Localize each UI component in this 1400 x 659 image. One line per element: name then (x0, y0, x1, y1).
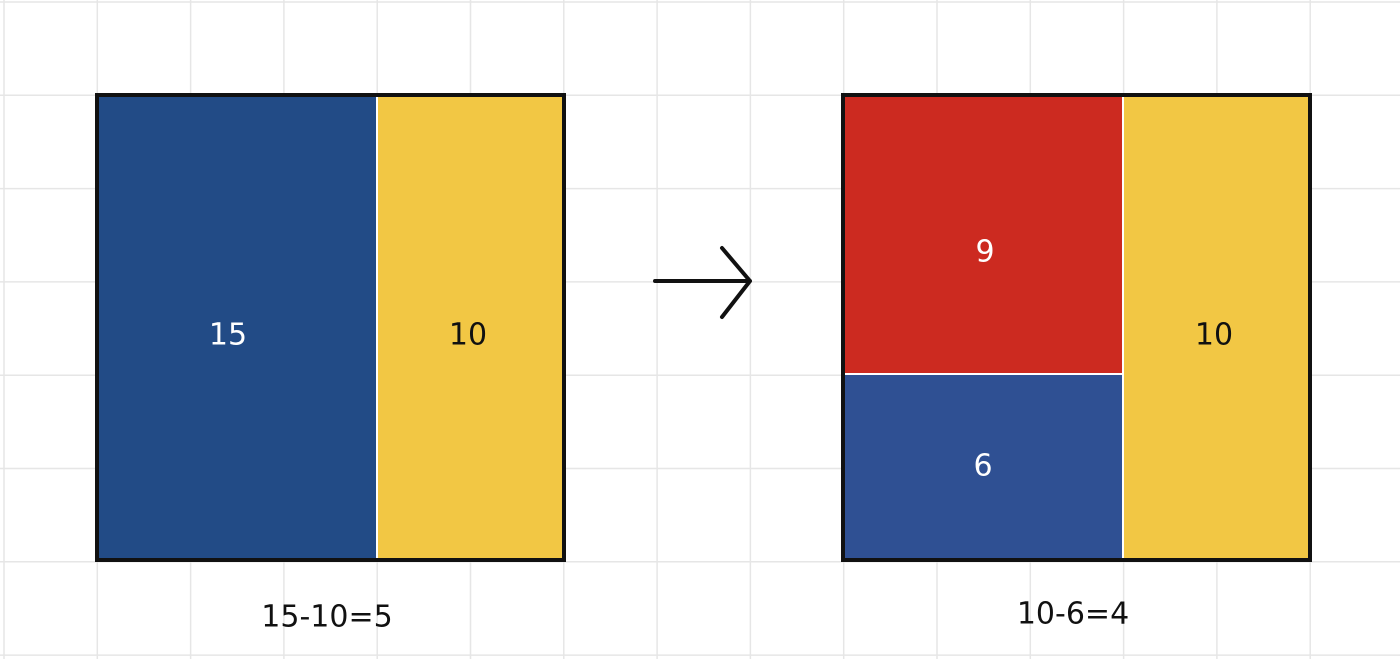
box-border (95, 93, 566, 562)
block-label: 10 (449, 318, 487, 353)
yellow-block (377, 95, 564, 560)
box-border (841, 93, 1312, 562)
arrow (653, 246, 752, 319)
blue-block (843, 374, 1123, 560)
blue-block (97, 95, 377, 560)
arrow-path (653, 246, 752, 319)
red-block (843, 95, 1123, 374)
caption: 10-6=4 (1017, 597, 1129, 632)
left-box: 15 10 15-10=5 (95, 93, 566, 635)
block-label: 6 (973, 449, 992, 484)
yellow-block (1123, 95, 1310, 560)
right-box: 9 6 10 10-6=4 (841, 93, 1312, 632)
block-label: 9 (975, 235, 994, 270)
block-label: 10 (1195, 318, 1233, 353)
block-label: 15 (209, 318, 247, 353)
caption: 15-10=5 (261, 600, 392, 635)
